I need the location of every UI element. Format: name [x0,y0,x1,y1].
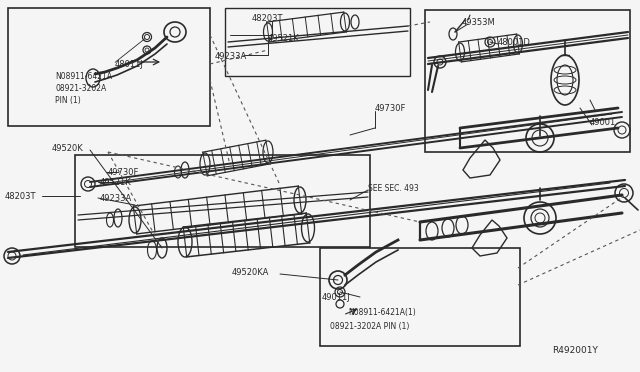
Bar [425,10,630,152]
Text: 49520KA: 49520KA [232,268,269,277]
Text: 49011J: 49011J [322,293,351,302]
Text: 49521K: 49521K [268,34,300,43]
Text: 49233A: 49233A [100,194,132,203]
Bar [225,8,410,76]
Text: 49233A: 49233A [215,52,247,61]
Text: 48011J: 48011J [115,60,144,69]
Text: 08921-3202A PIN (1): 08921-3202A PIN (1) [330,322,410,331]
Text: 49521K: 49521K [100,178,132,187]
Text: N08911-6421A: N08911-6421A [55,72,112,81]
Text: 49353M: 49353M [462,18,496,27]
Text: 08921-3202A: 08921-3202A [55,84,106,93]
Text: 49001: 49001 [590,118,616,127]
Text: PIN (1): PIN (1) [55,96,81,105]
Text: 48203T: 48203T [5,192,36,201]
Bar [8,8,210,126]
Text: 49520K: 49520K [52,144,84,153]
Text: 48203T: 48203T [252,14,284,23]
Text: 49730F: 49730F [375,104,406,113]
Text: R492001Y: R492001Y [552,346,598,355]
Text: SEE SEC. 493: SEE SEC. 493 [368,184,419,193]
Bar [75,155,370,247]
Text: N08911-6421A(1): N08911-6421A(1) [348,308,416,317]
Text: 49730F: 49730F [108,168,140,177]
Text: 48001D: 48001D [498,38,531,47]
Bar [320,248,520,346]
